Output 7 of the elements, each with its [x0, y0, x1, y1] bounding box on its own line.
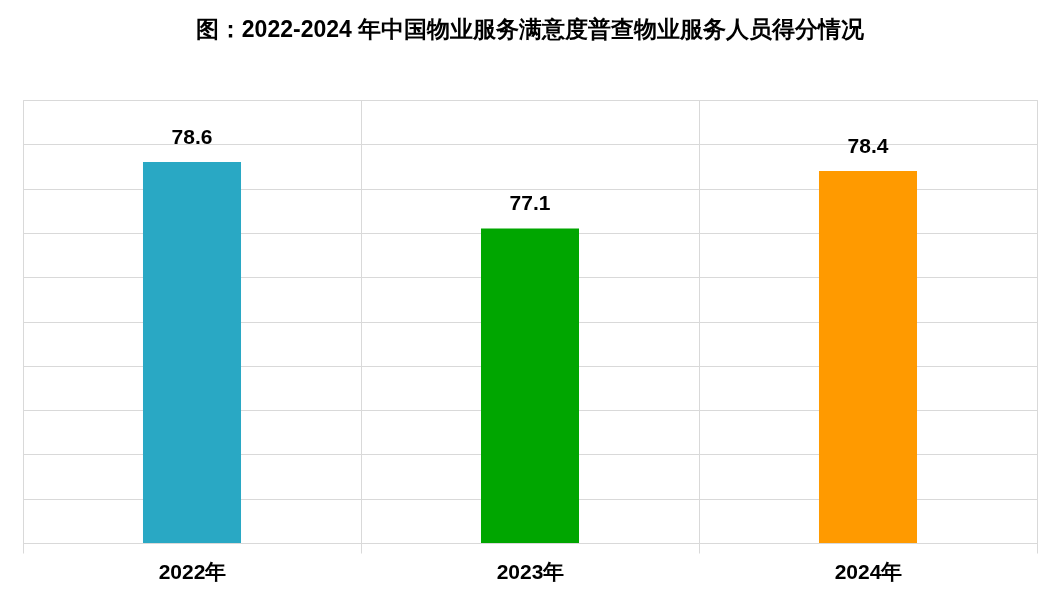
data-label: 78.4	[847, 133, 889, 157]
x-tick-label: 2024年	[834, 559, 903, 583]
data-label: 77.1	[509, 191, 551, 215]
x-tick-label: 2022年	[158, 559, 227, 583]
data-label: 78.6	[171, 125, 213, 149]
chart-title: 图：2022-2024 年中国物业服务满意度普查物业服务人员得分情况	[195, 16, 866, 42]
x-tick-label: 2023年	[496, 559, 565, 583]
